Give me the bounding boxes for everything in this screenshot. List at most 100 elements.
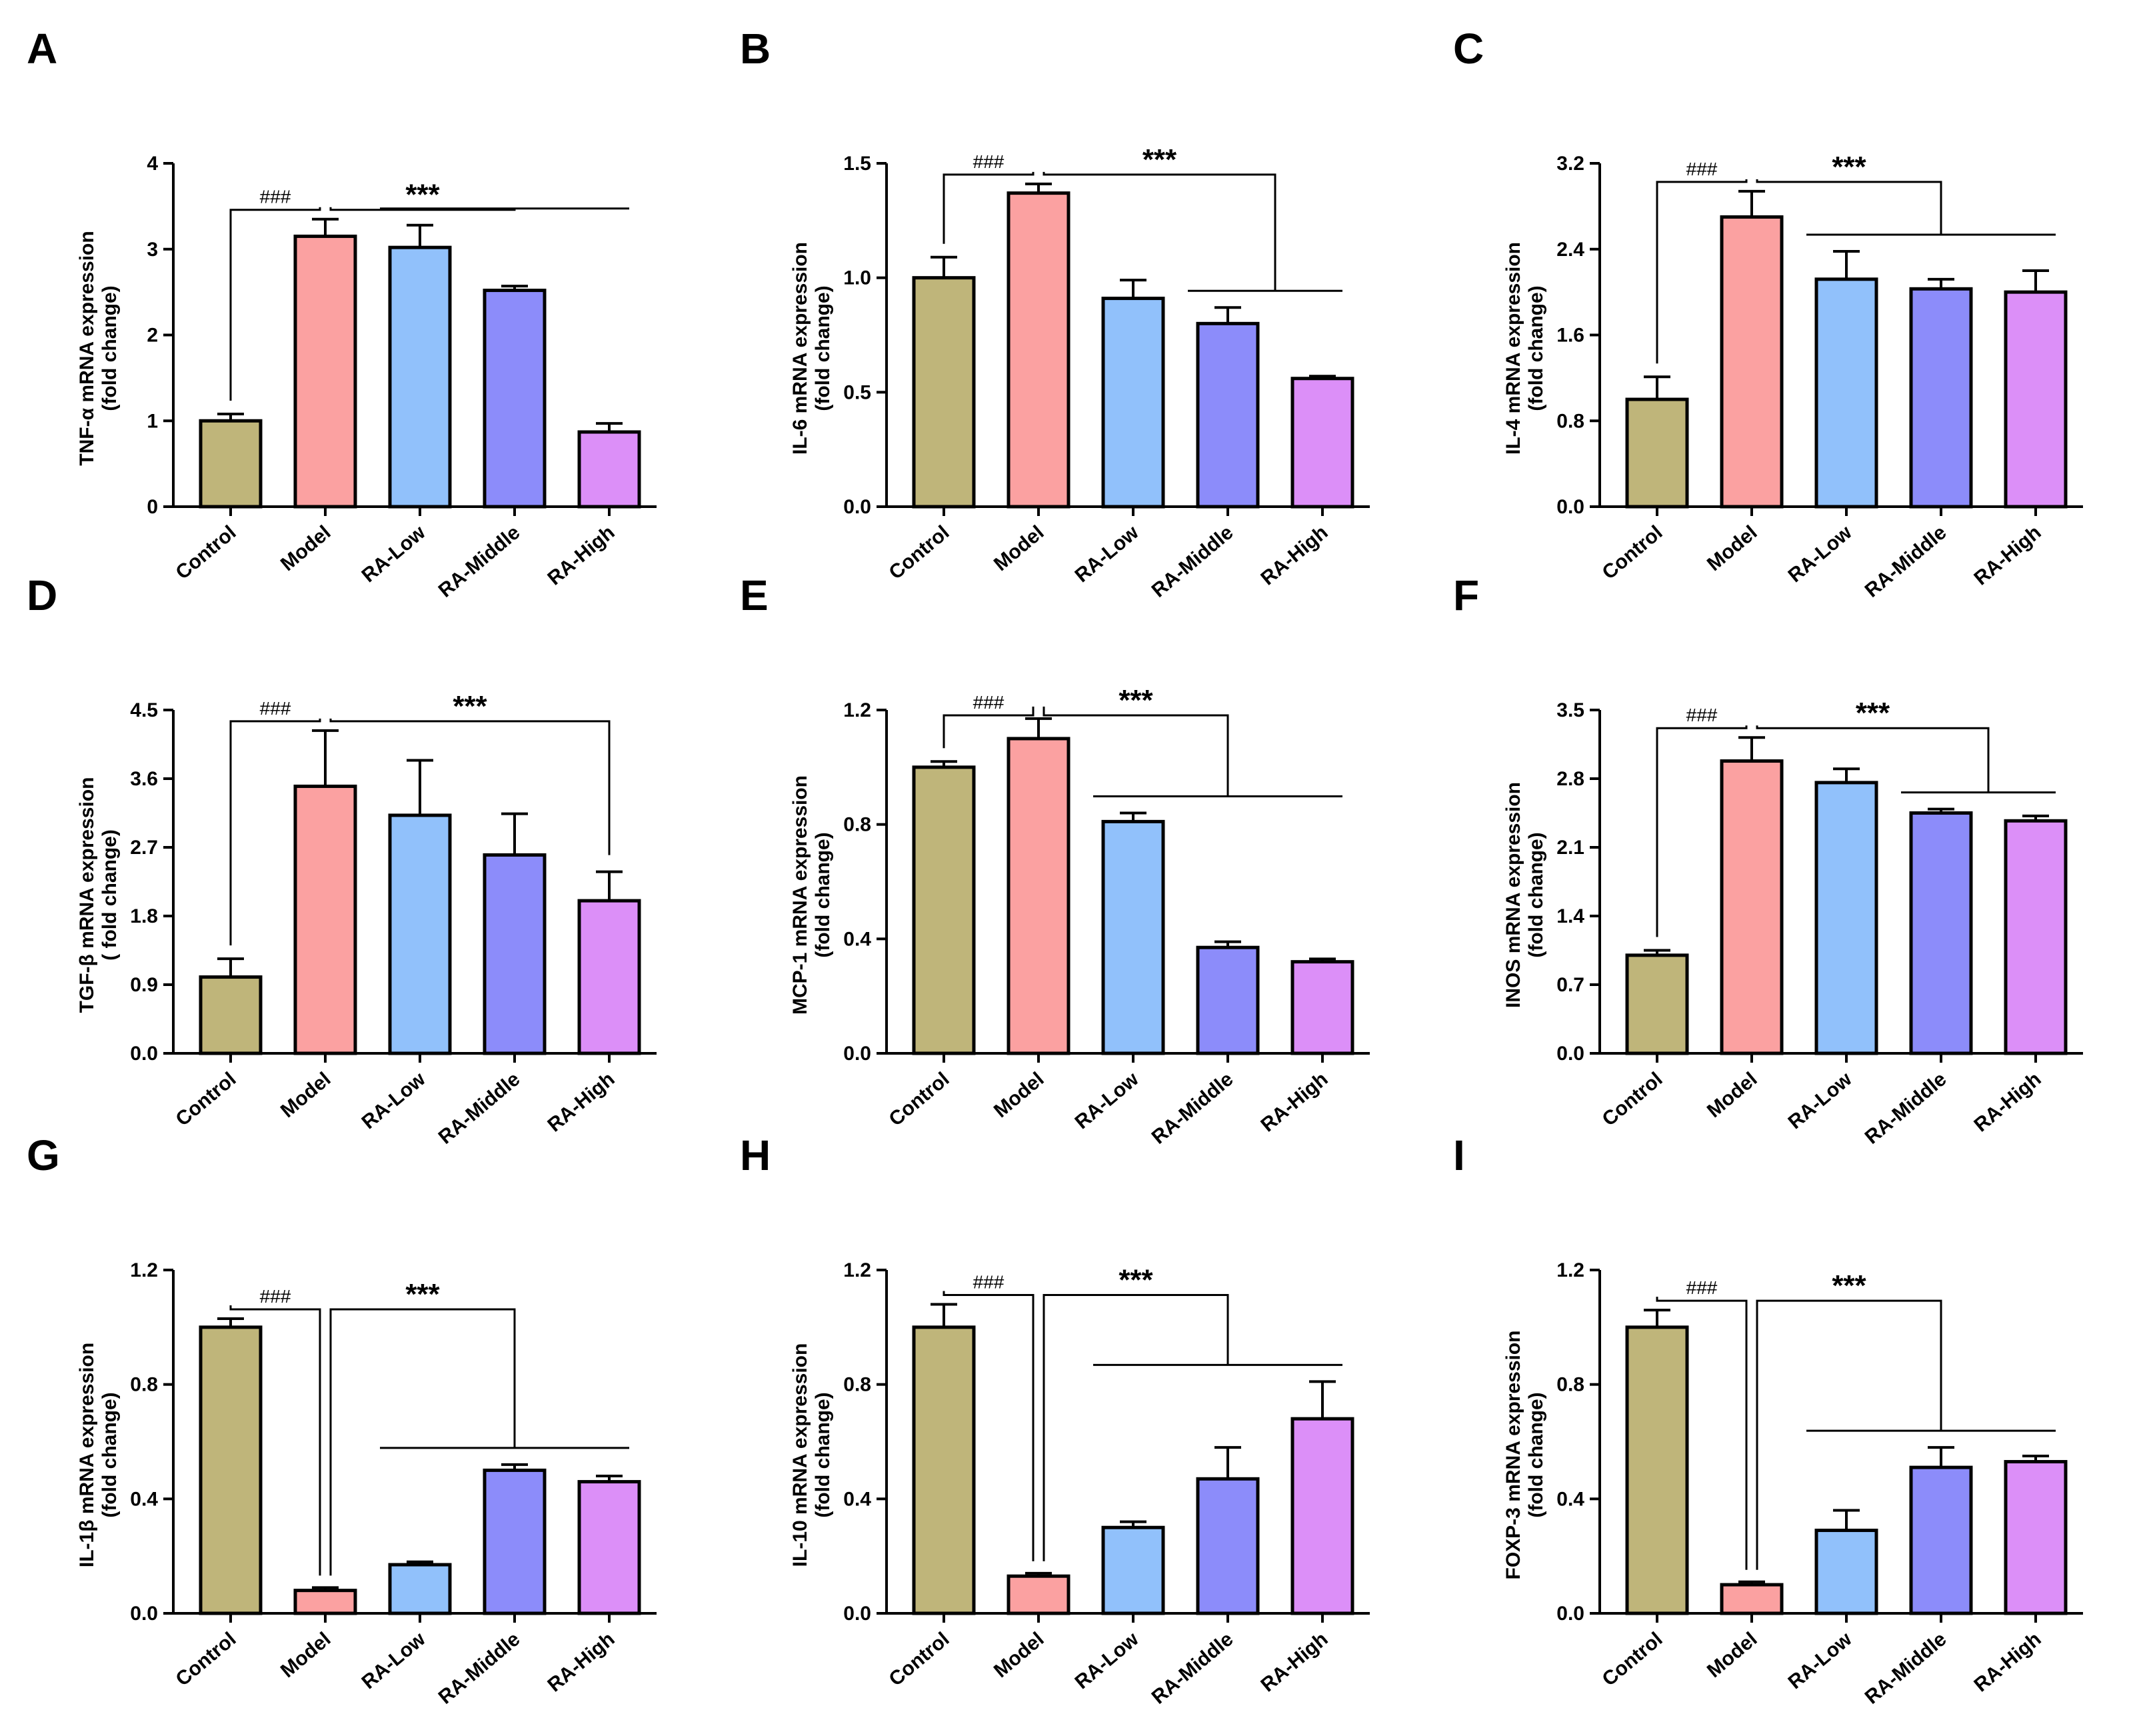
x-tick-label: Model	[277, 1628, 335, 1682]
y-axis-label-line2: ( fold change)	[99, 829, 121, 961]
bar-ra-low	[1814, 1529, 1878, 1615]
significance-hash: ###	[973, 692, 1005, 713]
y-axis-label-line2: (fold change)	[99, 1392, 121, 1517]
bracket-treatment-vs-model	[1043, 706, 1229, 797]
bracket-treatment-vs-model	[1756, 1299, 1942, 1570]
y-axis-label-line2: (fold change)	[812, 1392, 834, 1517]
y-tick-label: 0.8	[1556, 410, 1584, 432]
y-axis-label-line1: IL-10 mRNA expression	[789, 1343, 811, 1567]
bar-ra-middle	[1909, 287, 1973, 509]
bar-ra-low	[388, 1563, 452, 1615]
bar-ra-low	[1101, 1525, 1165, 1615]
x-tick-label: Control	[885, 1068, 954, 1131]
x-tick-label: RA-High	[1256, 521, 1332, 589]
y-tick-label: 3.6	[130, 768, 158, 790]
bar-ra-high	[2004, 290, 2068, 509]
bar-ra-high	[1290, 377, 1354, 509]
y-tick-label: 1.8	[130, 905, 158, 927]
bar-model	[293, 234, 357, 509]
y-axis-label: IL-6 mRNA expression (fold change)	[789, 242, 834, 455]
y-tick-label: 0.5	[843, 381, 871, 403]
y-axis-label: IL-10 mRNA expression (fold change)	[789, 1343, 834, 1567]
bar-ra-middle	[483, 1468, 547, 1615]
x-tick-label: RA-High	[543, 1068, 619, 1136]
x-tick-label: RA-Middle	[1148, 1628, 1238, 1709]
chart-panel-h: H 0.0 0.4 0.8 1.2 IL-10 mRNA expression (fold …	[740, 1131, 1370, 1709]
bar-ra-low	[1101, 819, 1165, 1055]
x-tick-label: RA-Middle	[1148, 521, 1238, 602]
significance-hash: ###	[1686, 705, 1718, 725]
y-tick-label: 2	[147, 325, 158, 347]
y-tick-label: 0.4	[843, 1488, 871, 1510]
y-tick-label: 0.0	[1556, 1603, 1584, 1625]
chart-panel-a: A 0 1 2 3 4 TNF-α mRNA expression (fold change)…	[27, 25, 657, 602]
x-tick-label: RA-Middle	[435, 521, 525, 602]
y-tick-label: 0.8	[843, 1374, 871, 1396]
bracket-model-vs-control	[943, 171, 1035, 244]
y-tick-label: 0.4	[130, 1488, 158, 1510]
bracket-treatment-vs-model	[1043, 1294, 1229, 1561]
bracket-treatment-vs-model	[1043, 171, 1276, 291]
y-axis-label-line1: IL-6 mRNA expression	[789, 242, 811, 455]
x-tick-label: RA-Middle	[435, 1628, 525, 1709]
x-tick-label: RA-Low	[1070, 1628, 1143, 1694]
y-tick-label: 1	[147, 410, 158, 432]
bracket-model-vs-control	[1656, 179, 1748, 364]
bar-ra-middle	[1909, 1465, 1973, 1615]
y-axis-label-line2: (fold change)	[812, 285, 834, 411]
y-axis-label-line2: (fold change)	[99, 285, 121, 411]
y-tick-label: 0.8	[843, 814, 871, 836]
panel-letter: F	[1453, 571, 1479, 619]
y-tick-label: 3.5	[1556, 699, 1584, 721]
x-tick-label: RA-Low	[1784, 1628, 1856, 1694]
y-axis-label-line2: (fold change)	[812, 832, 834, 957]
bar-ra-middle	[1196, 321, 1260, 509]
y-tick-label: 1.2	[843, 1259, 871, 1281]
bar-control	[912, 1325, 976, 1615]
y-tick-label: 0.0	[130, 1603, 158, 1625]
y-axis-label-line1: INOS mRNA expression	[1502, 782, 1524, 1008]
significance-hash: ###	[260, 698, 291, 719]
bar-ra-high	[577, 430, 641, 509]
bar-ra-low	[1814, 277, 1878, 509]
x-tick-label: RA-Low	[357, 1068, 430, 1134]
x-tick-label: RA-Low	[1784, 1068, 1856, 1134]
bar-control	[199, 419, 263, 509]
chart-panel-f: F 0.0 0.7 1.4 2.1 2.8 3.5 INOS mRNA expression(…	[1453, 571, 2083, 1149]
bar-control	[912, 765, 976, 1055]
y-tick-label: 0.4	[1556, 1488, 1584, 1510]
bar-model	[1007, 737, 1070, 1055]
y-tick-label: 4	[147, 153, 158, 175]
x-tick-label: Control	[172, 1628, 241, 1691]
significance-stars: ***	[1832, 1269, 1866, 1302]
bar-ra-low	[1101, 297, 1165, 509]
chart-panel-b: B 0.0 0.5 1.0 1.5 IL-6 mRNA expression (fold c…	[740, 25, 1370, 602]
x-tick-label: RA-Low	[1070, 1068, 1143, 1134]
significance-stars: ***	[405, 179, 440, 211]
y-tick-label: 2.4	[1556, 239, 1584, 261]
significance-hash: ###	[1686, 1277, 1718, 1298]
y-axis-label: IL-4 mRNA expression (fold change)	[1502, 242, 1547, 455]
bar-model	[293, 784, 357, 1055]
bracket-model-vs-control	[943, 1291, 1035, 1561]
bar-model	[1007, 1574, 1070, 1615]
y-tick-label: 0.0	[843, 496, 871, 518]
y-tick-label: 1.2	[1556, 1259, 1584, 1281]
bar-ra-high	[2004, 1460, 2068, 1615]
x-tick-label: RA-Low	[1070, 521, 1143, 587]
significance-stars: ***	[405, 1278, 440, 1311]
y-axis-label-line1: FOXP-3 mRNA expression	[1502, 1331, 1524, 1580]
y-tick-label: 0	[147, 496, 158, 518]
y-tick-label: 2.7	[130, 837, 158, 859]
bar-control	[1625, 1325, 1689, 1615]
x-tick-label: RA-Middle	[1861, 1628, 1951, 1709]
significance-stars: ***	[1856, 697, 1890, 729]
bar-model	[1720, 215, 1784, 509]
y-tick-label: 0.8	[1556, 1374, 1584, 1396]
panel-letter: C	[1453, 25, 1484, 73]
x-tick-label: Model	[990, 1068, 1049, 1122]
y-tick-label: 3	[147, 239, 158, 261]
chart-panel-i: I 0.0 0.4 0.8 1.2 FOXP-3 mRNA expression (fold…	[1453, 1131, 2083, 1709]
bar-ra-low	[388, 813, 452, 1055]
y-tick-label: 0.7	[1556, 974, 1584, 996]
